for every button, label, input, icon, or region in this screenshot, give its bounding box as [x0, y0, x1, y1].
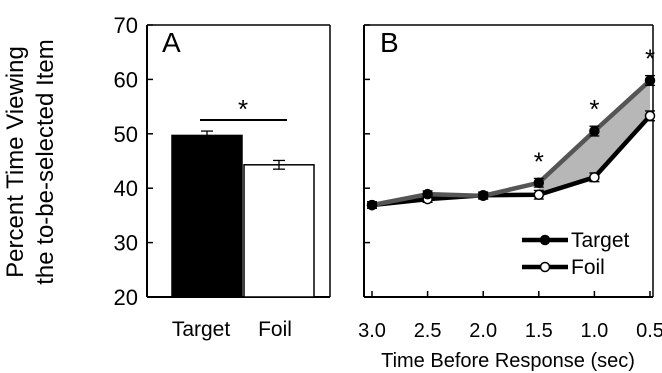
series-line-target: [371, 78, 652, 208]
panel-a-y-tick-label: 20: [114, 285, 138, 310]
y-axis-label-line1: Percent Time Viewing: [2, 46, 29, 278]
x-tick-label-target: Target: [172, 318, 231, 341]
point-foil: [644, 110, 656, 122]
legend-label-foil: Foil: [571, 256, 605, 279]
y-axis-label-line2: the to-be-selected Item: [32, 39, 59, 284]
x-tick-label: 3.0: [358, 320, 386, 342]
point-target: [422, 188, 433, 200]
x-tick-label-foil: Foil: [258, 318, 292, 341]
panel-b-x-axis-title: Time Before Response (sec): [381, 350, 635, 372]
y-axis-label: Percent Time Viewing the to-be-selected …: [2, 39, 59, 284]
panel-b-y-ticks: [364, 24, 370, 298]
significance-star: *: [645, 44, 655, 74]
panel-b-x-tick-labels: 3.0 2.5 2.0 1.5 1.0 0.5: [358, 291, 662, 342]
panel-b-significance: * * *: [534, 44, 655, 177]
x-tick-label: 2.5: [414, 320, 442, 342]
panel-b: B * * * 3.0 2.5 2.0 1.5 1.0 0.5 Time Before Res…: [358, 24, 662, 372]
point-target: [589, 125, 600, 137]
x-tick-label: 1.0: [580, 320, 608, 342]
legend-marker-foil: [539, 261, 551, 273]
panel-b-series: [366, 74, 656, 211]
panel-a-y-ticks: 20 30 40 50 60 70: [114, 13, 153, 310]
x-tick-label: 2.0: [469, 320, 497, 342]
panel-b-letter: B: [380, 27, 399, 58]
x-tick-label: 0.5: [636, 320, 662, 342]
panel-a-y-tick-label: 30: [114, 231, 138, 256]
series-line-foil: [371, 114, 652, 208]
panel-a-y-tick-label: 60: [114, 67, 138, 92]
panel-a-y-tick-label: 40: [114, 176, 138, 201]
panel-a-x-labels: Target Foil: [172, 318, 292, 341]
panel-a-bars: [171, 130, 315, 298]
significance-star: *: [534, 146, 544, 176]
panel-b-shaded-region: [538, 80, 650, 195]
panel-a-y-tick-label: 70: [114, 13, 138, 38]
legend-marker-target: [539, 234, 551, 246]
point-foil: [589, 172, 600, 183]
panel-b-legend: Target Foil: [522, 229, 630, 279]
panel-a-y-tick-label: 50: [114, 122, 138, 147]
legend-label-target: Target: [571, 229, 630, 252]
x-tick-label: 1.5: [525, 320, 553, 342]
panel-a: A 20 30 40 50 60 70 * Target Foil: [114, 13, 331, 341]
significance-star: *: [589, 94, 599, 124]
point-target: [366, 199, 378, 211]
shaded-difference-region: [538, 80, 650, 195]
point-target: [644, 75, 656, 86]
panel-a-significance: *: [200, 94, 287, 124]
significance-star: *: [238, 94, 248, 124]
point-target: [477, 190, 489, 202]
bar-target: [171, 134, 243, 298]
panel-a-letter: A: [162, 27, 181, 58]
point-target: [533, 177, 545, 189]
point-foil: [533, 189, 545, 200]
bar-foil: [243, 164, 315, 298]
